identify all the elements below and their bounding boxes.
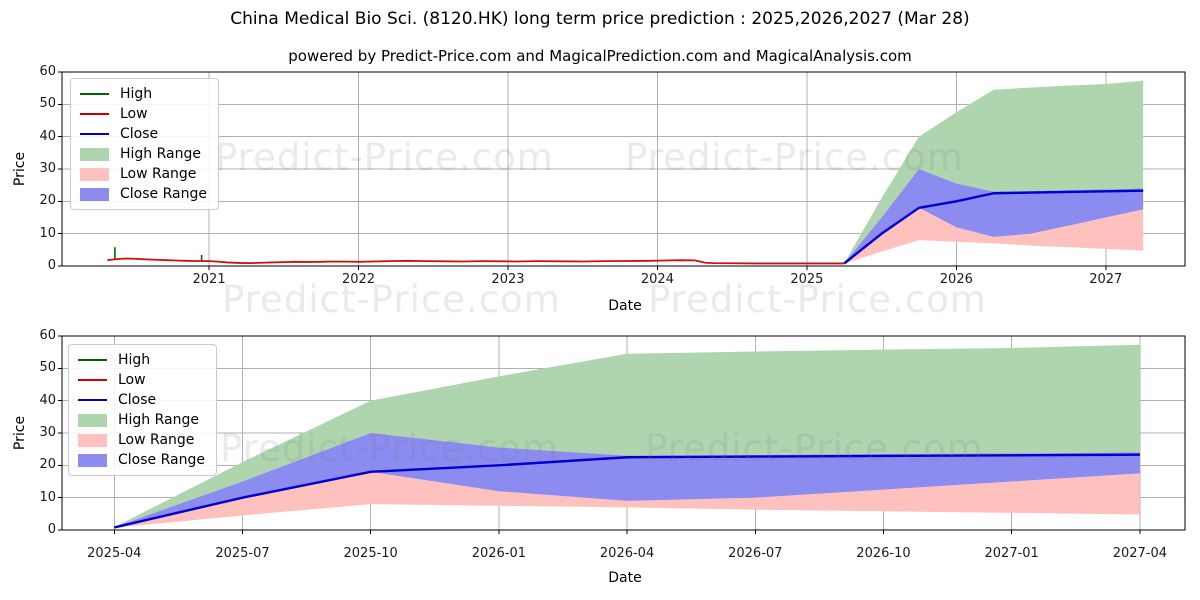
low-range-swatch-icon	[78, 433, 107, 447]
x-axis-label-bottom: Date	[608, 570, 642, 586]
low-range-swatch-icon	[80, 167, 109, 181]
close-range-swatch-icon	[80, 187, 109, 201]
legend-item-low-range: Low Range	[80, 166, 207, 182]
legend-item-close: Close	[80, 126, 207, 142]
legend-label: High	[120, 86, 153, 102]
legend-label: Low	[120, 106, 148, 122]
page-title: China Medical Bio Sci. (8120.HK) long te…	[230, 9, 970, 29]
low-swatch-icon	[80, 113, 109, 115]
legend-top-chart: High Low Close High Range Low Range Close Ran…	[70, 78, 219, 210]
low-swatch-icon	[78, 379, 107, 381]
legend-label: Low	[118, 372, 146, 388]
x-axis-label-top: Date	[608, 298, 642, 314]
legend-item-close-range: Close Range	[78, 452, 205, 468]
legend-item-high: High	[78, 352, 205, 368]
high-swatch-icon	[80, 93, 109, 95]
y-axis-label-top: Price	[12, 151, 28, 187]
legend-item-low: Low	[80, 106, 207, 122]
legend-item-close-range: Close Range	[80, 186, 207, 202]
legend-label: Close Range	[120, 186, 207, 202]
legend-item-high: High	[80, 86, 207, 102]
page-subtitle: powered by Predict-Price.com and Magical…	[288, 47, 912, 65]
high-range-swatch-icon	[80, 147, 109, 161]
close-range-swatch-icon	[78, 453, 107, 467]
high-range-swatch-icon	[78, 413, 107, 427]
legend-label: Close	[120, 126, 159, 142]
legend-item-low: Low	[78, 372, 205, 388]
legend-label: High Range	[118, 412, 199, 428]
legend-item-high-range: High Range	[78, 412, 205, 428]
legend-item-high-range: High Range	[80, 146, 207, 162]
legend-item-close: Close	[78, 392, 205, 408]
legend-label: Low Range	[118, 432, 195, 448]
legend-label: Low Range	[120, 166, 197, 182]
legend-label: Close	[118, 392, 157, 408]
legend-label: High	[118, 352, 151, 368]
close-swatch-icon	[78, 399, 107, 401]
close-swatch-icon	[80, 133, 109, 135]
legend-item-low-range: Low Range	[78, 432, 205, 448]
legend-bottom-chart: High Low Close High Range Low Range Close Ran…	[68, 344, 217, 476]
high-swatch-icon	[78, 359, 107, 361]
y-axis-label-bottom: Price	[12, 415, 28, 451]
legend-label: High Range	[120, 146, 201, 162]
legend-label: Close Range	[118, 452, 205, 468]
